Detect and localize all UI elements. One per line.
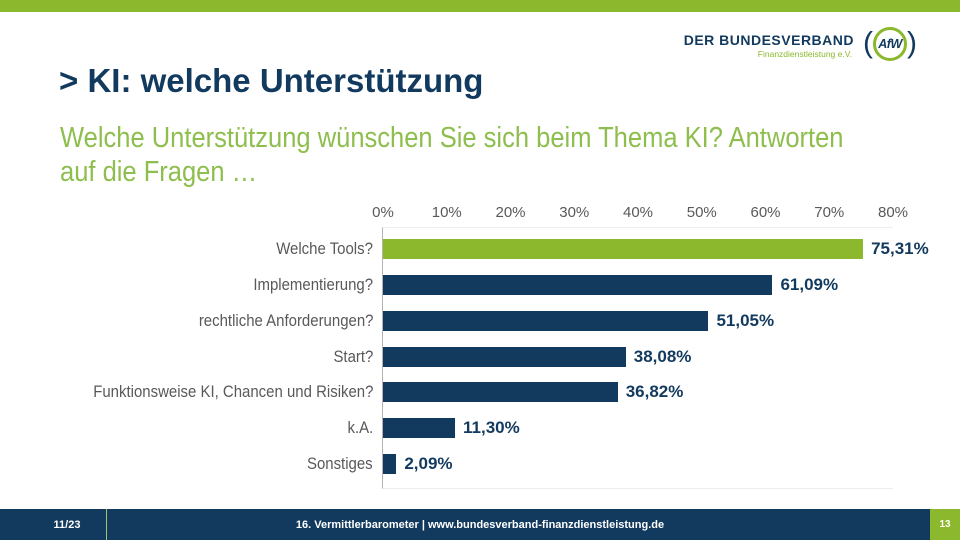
bar-row: k.A. 11,30% <box>347 418 893 439</box>
footer-source-text: 16. Vermittlerbarometer | www.bundesverb… <box>295 518 665 531</box>
bar <box>383 274 773 295</box>
bar <box>383 310 709 331</box>
x-axis-tick: 70% <box>814 204 845 221</box>
bar <box>383 454 397 475</box>
category-label: Implementierung? <box>253 274 373 294</box>
bar-row: Implementierung? 61,09% <box>253 274 893 295</box>
value-label: 51,05% <box>716 310 775 330</box>
top-accent-bar <box>0 0 960 12</box>
value-label: 75,31% <box>871 239 929 258</box>
x-axis-tick: 30% <box>559 204 590 221</box>
value-label: 36,82% <box>625 382 684 402</box>
category-label: rechtliche Anforderungen? <box>198 310 373 330</box>
logo-paren-left: ( <box>863 26 873 60</box>
bar <box>383 239 864 259</box>
x-axis-tick: 0% <box>372 204 394 221</box>
value-label: 2,09% <box>404 454 453 474</box>
category-label: Funktionsweise KI, Chancen und Risiken? <box>92 382 373 402</box>
x-axis-ticks: 0% 10% 20% 30% 40% 50% 60% 70% 80% <box>372 204 908 222</box>
slide-title: > KI: welche Unterstützung <box>59 62 484 99</box>
bar-row: Welche Tools? 75,31% <box>276 239 929 259</box>
bar-row: Funktionsweise KI, Chancen und Risiken? 3… <box>93 382 893 403</box>
logo-org-name: DER BUNDESVERBAND <box>683 32 854 48</box>
x-axis-tick: 10% <box>431 204 462 221</box>
logo-circle: AfW <box>873 27 907 61</box>
category-label: Sonstiges <box>307 454 373 474</box>
x-axis-tick: 60% <box>750 204 781 221</box>
logo-org-subtitle: Finanzdienstleistung e.V. <box>757 49 852 59</box>
category-label: Welche Tools? <box>276 239 373 258</box>
bar <box>383 382 618 403</box>
category-label: k.A. <box>347 418 373 438</box>
logo-paren-right: ) <box>907 26 917 60</box>
bar-row: Start? 38,08% <box>333 346 893 367</box>
value-label: 11,30% <box>463 418 520 438</box>
logo: DER BUNDESVERBAND Finanzdienstleistung e… <box>684 27 917 61</box>
bar-row: Sonstiges 2,09% <box>307 454 893 475</box>
value-label: 38,08% <box>633 346 692 366</box>
bar <box>383 346 626 367</box>
footer-page-number: 13 <box>930 509 960 540</box>
bar-chart: 0% 10% 20% 30% 40% 50% 60% 70% 80% Welche Tools?… <box>93 204 929 489</box>
x-axis-tick: 20% <box>495 204 526 221</box>
x-axis-tick: 80% <box>877 204 909 221</box>
logo-emblem-text: AfW <box>878 37 902 51</box>
slide-subtitle-line1: Welche Unterstützung wünschen Sie sich b… <box>60 122 844 154</box>
logo-text: DER BUNDESVERBAND Finanzdienstleistung e… <box>684 27 854 59</box>
category-label: Start? <box>333 346 373 366</box>
bar <box>383 418 456 439</box>
x-axis-tick: 50% <box>686 204 717 221</box>
bar-rows: Welche Tools? 75,31% Implementierung? 61,09… <box>93 228 929 488</box>
afw-logo-icon: ( AfW ) <box>863 27 917 61</box>
value-label: 61,09% <box>780 274 839 294</box>
slide-subtitle: Welche Unterstützung wünschen Sie sich b… <box>60 121 844 189</box>
x-axis-tick: 40% <box>622 204 654 221</box>
slide-subtitle-line2: auf die Fragen … <box>60 156 258 189</box>
footer-bar: 11/23 16. Vermittlerbarometer | www.bund… <box>0 509 960 540</box>
footer-date: 11/23 <box>0 509 107 540</box>
bar-row: rechtliche Anforderungen? 51,05% <box>198 310 893 331</box>
